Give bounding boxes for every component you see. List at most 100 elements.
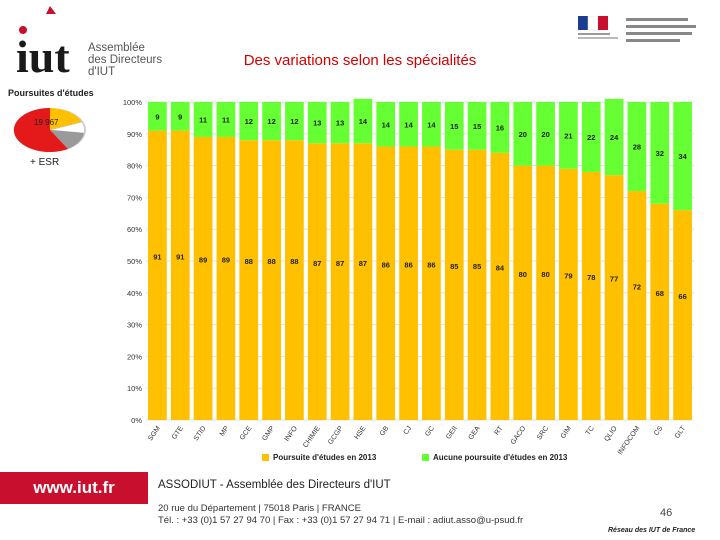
- x-tick-label: GB: [379, 425, 391, 438]
- data-label-poursuite: 88: [267, 257, 275, 266]
- bar-aucune-poursuite: [399, 102, 418, 147]
- data-label-aucune-poursuite: 13: [336, 119, 344, 128]
- bar-poursuite: [536, 165, 555, 420]
- data-label-poursuite: 68: [656, 289, 664, 298]
- pie-slice: [49, 121, 85, 134]
- data-label-poursuite: 91: [176, 252, 184, 261]
- y-tick-labels: 0% 10% 20% 30% 40% 50% 60% 70% 80% 90% 100%: [123, 98, 143, 425]
- footer-address: 20 rue du Département | 75018 Paris | FR…: [158, 503, 523, 527]
- data-label-aucune-poursuite: 28: [633, 143, 641, 152]
- data-label-aucune-poursuite: 24: [610, 133, 619, 142]
- data-label-poursuite: 79: [564, 271, 572, 280]
- logo-line: des Directeurs: [88, 54, 163, 66]
- bar-aucune-poursuite: [353, 98, 373, 144]
- bar-poursuite: [513, 165, 533, 420]
- bar-aucune-poursuite: [330, 102, 350, 144]
- x-tick-label: TC: [585, 425, 596, 437]
- x-tick-label: GCE: [239, 425, 254, 442]
- bar-poursuite: [581, 171, 601, 420]
- legend-swatch-poursuite: [262, 454, 269, 461]
- bar-aucune-poursuite: [444, 102, 464, 150]
- data-label-aucune-poursuite: 14: [359, 117, 368, 126]
- bar-poursuite: [650, 203, 670, 420]
- y-tick-label: 50%: [127, 257, 142, 266]
- esr-caption: + ESR: [30, 157, 60, 168]
- x-tick-label: INFOCOM: [617, 425, 642, 456]
- legend-label-poursuite: Poursuite d'études en 2013: [273, 453, 377, 462]
- flag-red: [598, 16, 608, 30]
- x-tick-label: SGM: [147, 425, 162, 442]
- bar-aucune-poursuite: [513, 102, 533, 166]
- x-tick-label: GTE: [171, 425, 185, 441]
- bar-aucune-poursuite: [422, 102, 441, 147]
- data-label-aucune-poursuite: 22: [587, 133, 595, 142]
- bar-aucune-poursuite: [536, 102, 555, 166]
- x-tick-label: GMP: [261, 425, 276, 442]
- bar-aucune-poursuite: [650, 102, 670, 204]
- bars: [148, 98, 692, 421]
- data-label-aucune-poursuite: 34: [678, 152, 687, 161]
- bar-aucune-poursuite: [490, 102, 510, 153]
- data-label-poursuite: 80: [541, 270, 549, 279]
- page-number: 46: [660, 507, 673, 519]
- legend-label-aucune-poursuite: Aucune poursuite d'études en 2013: [433, 453, 568, 462]
- iut-logo: iut: [16, 6, 70, 82]
- bar-poursuite: [148, 130, 167, 420]
- y-tick-label: 80%: [127, 162, 142, 171]
- data-label-aucune-poursuite: 21: [564, 131, 572, 140]
- logo-line: d'IUT: [88, 66, 116, 78]
- flag-white: [587, 16, 599, 31]
- x-tick-label: GEA: [468, 425, 482, 441]
- y-tick-label: 0%: [131, 416, 142, 425]
- bar-aucune-poursuite: [148, 102, 167, 131]
- data-label-aucune-poursuite: 15: [450, 122, 458, 131]
- bar-poursuite: [604, 175, 624, 420]
- data-label-aucune-poursuite: 15: [473, 122, 481, 131]
- y-gridlines: [146, 101, 694, 421]
- x-tick-label: HSE: [354, 425, 368, 441]
- bar-poursuite: [307, 143, 327, 420]
- pie-slice: [13, 107, 69, 152]
- bar-aucune-poursuite: [262, 102, 281, 141]
- bar-aucune-poursuite: [559, 102, 578, 169]
- slide-title: Des variations selon les spécialités: [243, 52, 477, 69]
- data-label-poursuite: 89: [222, 256, 230, 265]
- bar-aucune-poursuite: [216, 102, 236, 137]
- y-tick-label: 70%: [127, 193, 142, 202]
- bar-poursuite: [490, 152, 510, 420]
- data-label-aucune-poursuite: 12: [267, 117, 275, 126]
- ministry-mark-line: [578, 33, 610, 35]
- y-tick-label: 30%: [127, 321, 142, 330]
- data-label-aucune-poursuite: 32: [656, 149, 664, 158]
- logo-word: iut: [16, 31, 70, 82]
- x-tick-label: MP: [219, 425, 231, 438]
- legend: Poursuite d'études en 2013 Aucune poursui…: [262, 453, 568, 462]
- data-label-poursuite: 87: [313, 259, 321, 268]
- x-tick-label: GEII: [445, 425, 459, 441]
- data-label-aucune-poursuite: 20: [541, 130, 549, 139]
- footer-url-badge[interactable]: www.iut.fr: [0, 472, 148, 504]
- bar-poursuite: [376, 146, 396, 420]
- footer-address-line: 20 rue du Département | 75018 Paris | FR…: [158, 503, 361, 514]
- x-tick-label: CHIMIE: [302, 425, 322, 449]
- ministry-mark-line: [626, 39, 680, 42]
- bar-poursuite: [399, 146, 418, 420]
- data-label-poursuite: 86: [404, 260, 412, 269]
- bar-poursuite: [239, 140, 259, 420]
- flag-blue: [578, 16, 588, 30]
- data-label-poursuite: 86: [427, 260, 435, 269]
- data-label-poursuite: 88: [290, 257, 298, 266]
- ministry-mark-line: [626, 18, 688, 21]
- data-label-aucune-poursuite: 11: [199, 115, 207, 124]
- bar-aucune-poursuite: [467, 102, 487, 150]
- y-tick-label: 10%: [127, 384, 142, 393]
- data-label-poursuite: 80: [519, 270, 527, 279]
- x-tick-label: GC: [424, 425, 436, 438]
- bar-aucune-poursuite: [673, 102, 692, 211]
- data-label-aucune-poursuite: 14: [404, 120, 413, 129]
- pie-value-label: 19 967: [34, 118, 59, 127]
- bar-aucune-poursuite: [239, 102, 259, 141]
- data-label-poursuite: 86: [382, 260, 390, 269]
- data-label-aucune-poursuite: 9: [155, 112, 159, 121]
- data-label-poursuite: 89: [199, 256, 207, 265]
